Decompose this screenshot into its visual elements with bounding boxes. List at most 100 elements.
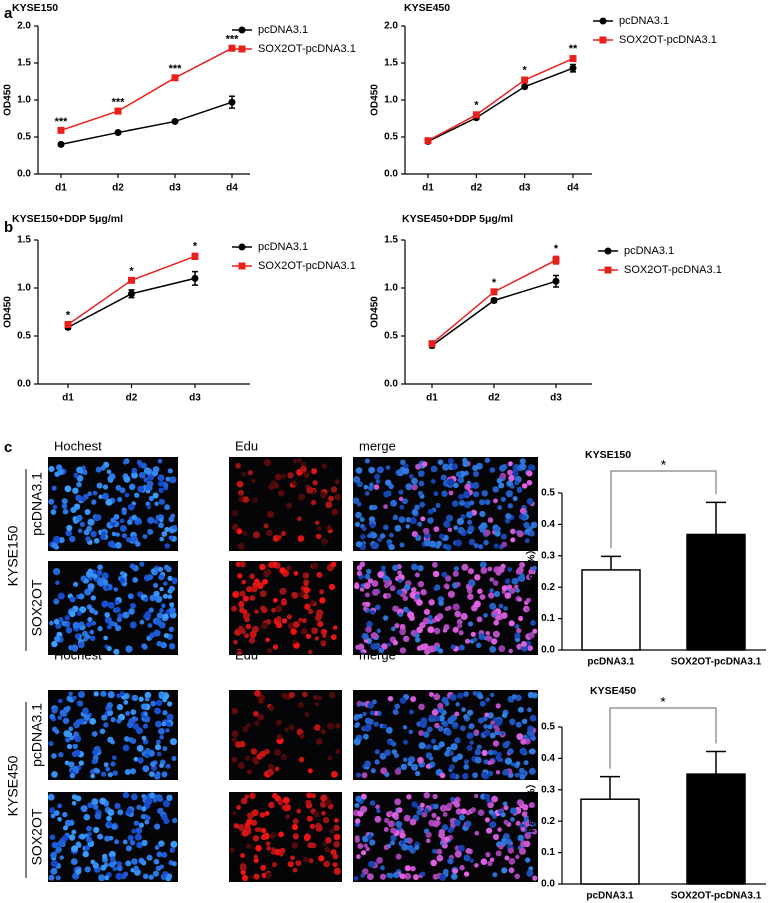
cell-dot: [116, 617, 122, 623]
cell-dot: [110, 517, 116, 523]
y-tick-label: 0.5: [541, 488, 555, 499]
cell-dot: [233, 823, 240, 829]
cell-dot: [272, 644, 279, 650]
cell-dot: [508, 620, 515, 627]
cell-dot: [363, 582, 371, 590]
cell-dot: [474, 574, 481, 581]
cell-dot: [291, 480, 298, 487]
cell-dot: [431, 709, 439, 716]
cell-dot: [333, 833, 341, 841]
cell-dot: [454, 737, 461, 744]
cell-dot: [122, 839, 128, 845]
cell-dot: [154, 773, 161, 780]
cell-dot: [355, 511, 362, 519]
legend-label: SOX2OT-pcDNA3.1: [258, 43, 356, 55]
cell-dot: [172, 524, 178, 530]
cell-dot: [414, 504, 420, 511]
y-tick-label: 1.5: [384, 235, 398, 246]
cell-dot: [112, 755, 117, 760]
cell-dot: [158, 691, 165, 698]
cell-dot: [126, 721, 134, 729]
y-tick-label: 1.0: [384, 95, 398, 106]
cell-dot: [474, 863, 479, 868]
cell-dot: [392, 709, 399, 715]
cell-dot: [487, 517, 494, 523]
cell-dot: [360, 873, 365, 878]
cell-dot: [479, 526, 486, 533]
cell-dot: [165, 721, 172, 727]
cell-dot: [71, 794, 78, 800]
cell-dot: [122, 611, 130, 619]
cell-dot: [69, 596, 76, 603]
cell-dot: [527, 707, 532, 713]
cell-dot: [155, 739, 161, 745]
cell-dot: [463, 501, 471, 509]
cell-dot: [468, 538, 476, 546]
cell-dot: [532, 628, 538, 634]
cell-dot: [51, 841, 59, 849]
cell-dot: [427, 626, 435, 634]
cell-dot: [125, 845, 132, 852]
cell-dot: [311, 562, 319, 570]
cell-dot: [515, 854, 520, 860]
cell-dot: [170, 847, 176, 853]
cell-dot: [127, 834, 134, 842]
x-tick-label: d1: [62, 393, 74, 404]
marker: [599, 36, 607, 44]
cell-dot: [531, 828, 538, 835]
cell-dot: [322, 816, 330, 824]
cell-dot: [274, 748, 281, 756]
cell-dot: [361, 632, 369, 640]
cell-dot: [57, 840, 65, 848]
cell-dot: [61, 503, 68, 510]
cell-dot: [274, 766, 280, 772]
cell-dot: [457, 526, 465, 535]
cell-dot: [387, 739, 392, 745]
chart-title: KYSE450+DDP 5μg/ml: [402, 213, 513, 225]
cell-dot: [399, 647, 407, 654]
cell-dot: [382, 615, 389, 621]
cell-dot: [395, 820, 403, 828]
cell-dot: [232, 811, 237, 816]
cell-dot: [441, 571, 448, 578]
cell-dot: [316, 571, 323, 578]
cell-dot: [387, 872, 394, 879]
marker: [64, 320, 72, 328]
cell-dot: [75, 868, 82, 875]
cell-dot: [374, 759, 380, 765]
cell-dot: [263, 570, 271, 578]
cell-dot: [500, 533, 507, 540]
micrograph: [229, 689, 342, 780]
cell-dot: [472, 637, 478, 642]
cell-dot: [495, 615, 502, 621]
cell-dot: [90, 773, 95, 779]
significance: *: [523, 65, 528, 77]
cell-dot: [171, 577, 178, 584]
cell-dot: [511, 577, 519, 585]
cell-dot: [131, 858, 138, 865]
cell-dot: [239, 590, 246, 597]
cell-dot: [306, 815, 313, 822]
cell-dot: [360, 805, 368, 813]
cell-dot: [73, 518, 79, 524]
cell-dot: [253, 857, 259, 864]
cell-dot: [53, 618, 60, 625]
cell-dot: [462, 457, 468, 463]
cell-dot: [411, 508, 418, 516]
cell-dot: [274, 473, 282, 481]
cell-dot: [48, 498, 55, 505]
cell-dot: [160, 641, 167, 649]
y-tick-label: 1.0: [384, 283, 398, 294]
cell-dot: [297, 458, 302, 463]
significance: *: [492, 277, 497, 289]
cell-dot: [461, 563, 469, 571]
cell-dot: [422, 527, 430, 535]
cell-dot: [58, 752, 64, 758]
cell-dot: [99, 797, 107, 805]
cell-dot: [528, 866, 534, 872]
cell-dot: [77, 611, 82, 616]
cell-dot: [83, 578, 89, 584]
marker: [238, 262, 246, 270]
cell-dot: [69, 773, 76, 779]
cell-dot: [507, 469, 513, 476]
